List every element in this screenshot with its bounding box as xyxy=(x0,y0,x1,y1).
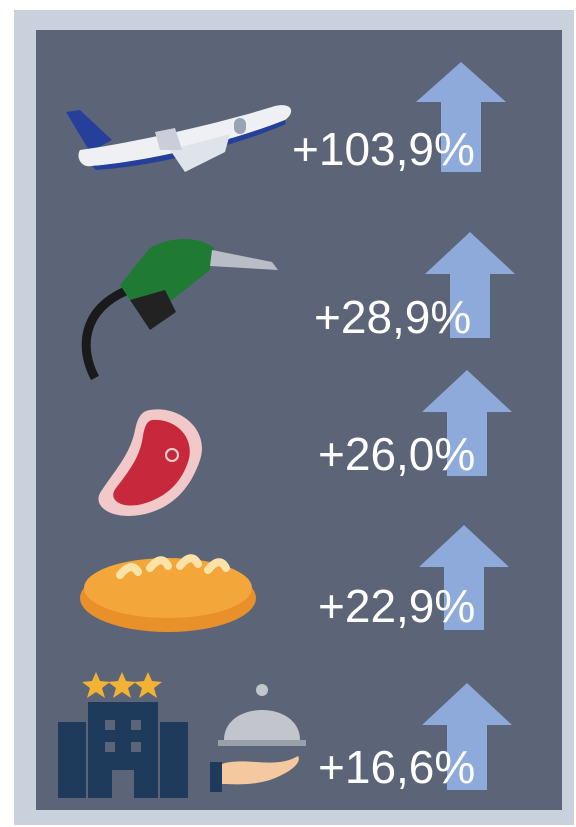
increase-label: +103,9% xyxy=(292,123,475,175)
increase-label: +26,0% xyxy=(318,428,475,480)
increase-label: +28,9% xyxy=(314,291,471,343)
page: +103,9% +28,9% +26,0% +22,9% +16,6% (() … xyxy=(0,0,576,827)
increase-label: +16,6% xyxy=(318,741,475,793)
increase-label: +22,9% xyxy=(318,580,475,632)
bread-icon xyxy=(80,558,256,632)
infographic: +103,9% +28,9% +26,0% +22,9% +16,6% xyxy=(0,0,576,827)
